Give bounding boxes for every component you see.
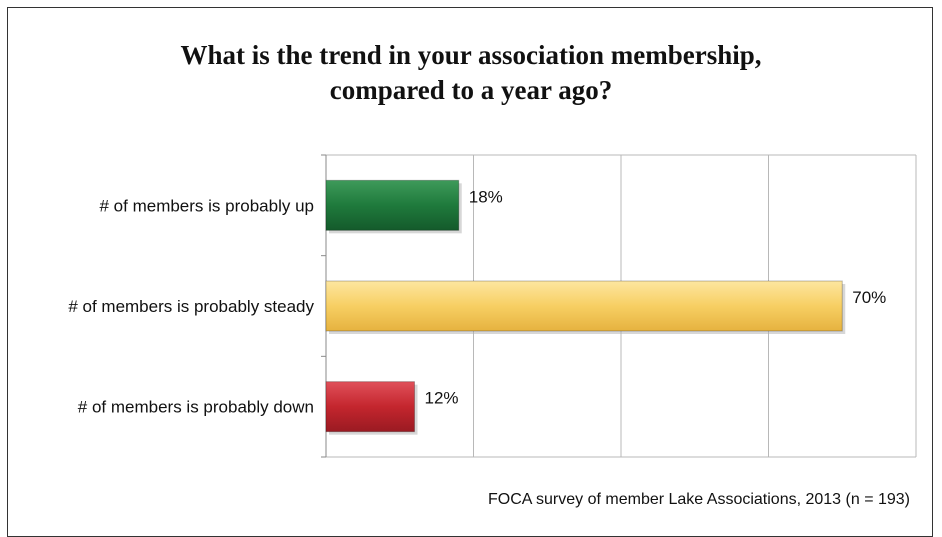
bar-3 bbox=[325, 381, 415, 433]
bar-1 bbox=[325, 179, 460, 231]
category-label: # of members is probably up bbox=[100, 196, 315, 215]
value-label: 12% bbox=[425, 389, 459, 408]
category-label: # of members is probably down bbox=[78, 398, 314, 417]
chart-title: What is the trend in your association me… bbox=[0, 38, 942, 108]
chart-frame bbox=[7, 7, 933, 537]
chart-title-line-2: compared to a year ago? bbox=[329, 75, 613, 105]
chart-source-note: FOCA survey of member Lake Associations,… bbox=[488, 491, 910, 508]
category-label: # of members is probably steady bbox=[68, 297, 314, 316]
value-label: 18% bbox=[469, 187, 503, 206]
value-label: 70% bbox=[852, 288, 886, 307]
chart-title-line-1: What is the trend in your association me… bbox=[180, 40, 762, 70]
bar-2 bbox=[325, 280, 843, 332]
